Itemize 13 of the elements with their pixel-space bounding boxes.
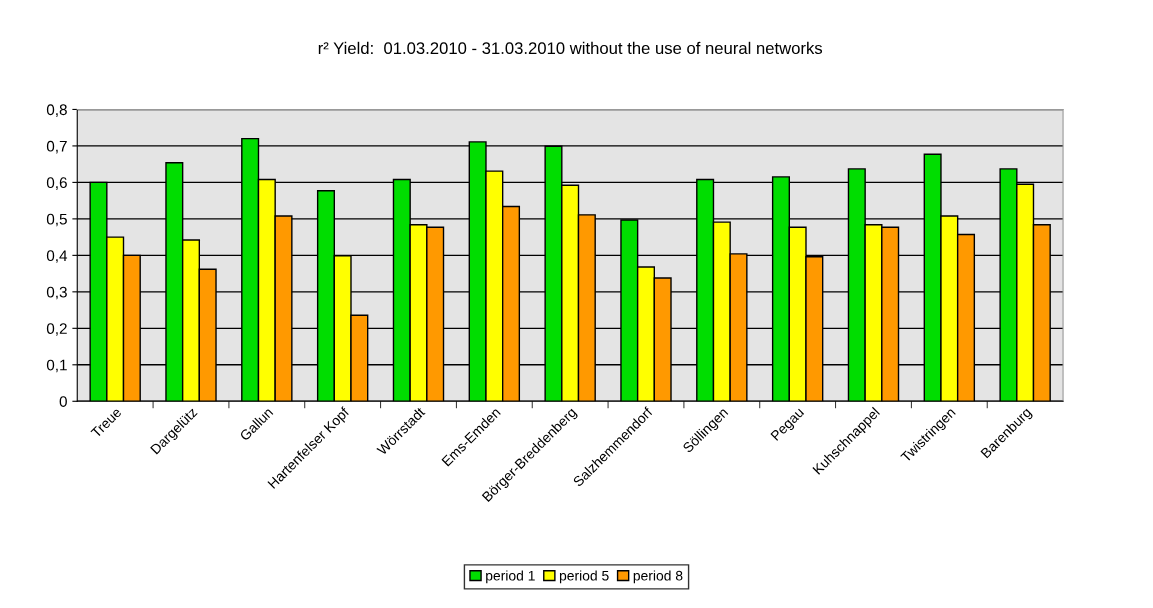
legend-label: period 8 [633,570,683,584]
y-tick-label: 0,8 [46,104,67,117]
legend-label: period 5 [559,570,609,584]
y-tick-label: 0,4 [46,250,68,263]
y-tick-label: 0,7 [46,140,67,154]
y-tick-label: 0,6 [46,177,67,190]
legend-label: period 1 [486,570,535,584]
y-tick-label: 0 [59,396,67,407]
y-tick-label: 0,3 [46,286,67,300]
chart-title: r² Yield: 01.03.2010 - 31.03.2010 without the use of neural networks [318,41,823,55]
y-tick-label: 0,2 [46,323,67,336]
y-tick-label: 0,1 [46,359,67,373]
y-tick-label: 0,5 [46,213,67,227]
